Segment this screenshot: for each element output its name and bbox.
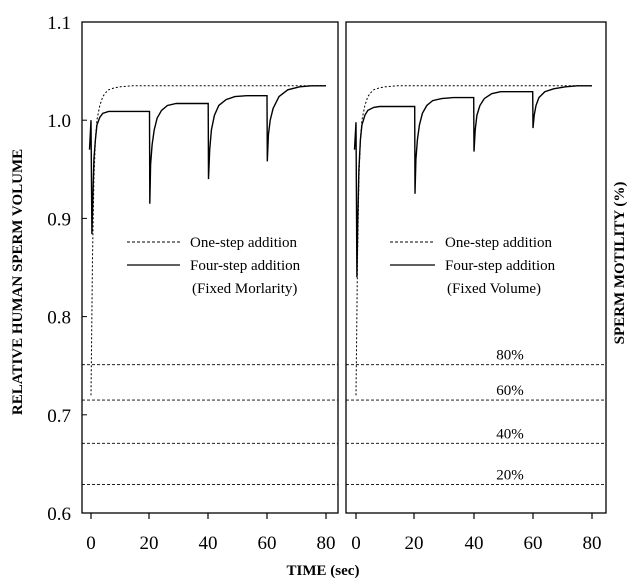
axis-ticks: 0.6 0.7 0.8 0.9 1.0 1.1 0 20 40 60 80 0 20 40 60 80 80% 6… bbox=[47, 13, 601, 554]
y-axis-title-right: SPERM MOTILITY (%) bbox=[612, 182, 628, 345]
y-tick-label: 1.1 bbox=[47, 13, 71, 34]
x-tick-label: 40 bbox=[465, 533, 484, 554]
x-tick-label: 60 bbox=[258, 533, 277, 554]
x-tick-label: 20 bbox=[140, 533, 159, 554]
y-axis-title-left: RELATIVE HUMAN SPERM VOLUME bbox=[10, 149, 26, 415]
left-panel-plot bbox=[82, 85, 338, 485]
y-tick-label: 0.9 bbox=[47, 209, 71, 230]
legend-entry: One-step addition bbox=[445, 235, 553, 251]
legends: One-step addition Four-step addition (Fixe… bbox=[127, 235, 556, 297]
y-tick-label: 1.0 bbox=[47, 111, 71, 132]
x-tick-label: 80 bbox=[317, 533, 336, 554]
x-tick-label: 0 bbox=[351, 533, 361, 554]
legend-entry: (Fixed Volume) bbox=[447, 281, 541, 297]
x-tick-label: 20 bbox=[405, 533, 424, 554]
legend-entry: (Fixed Morlarity) bbox=[192, 281, 297, 297]
y-tick-label: 0.7 bbox=[47, 406, 71, 427]
four-step-series-line bbox=[353, 85, 592, 278]
four-step-series-line bbox=[88, 85, 326, 235]
motility-level-label: 40% bbox=[496, 426, 524, 442]
x-axis-title: TIME (sec) bbox=[287, 563, 360, 579]
y-tick-label: 0.8 bbox=[47, 308, 71, 329]
x-tick-label: 0 bbox=[86, 533, 96, 554]
right-panel-frame bbox=[345, 21, 607, 514]
motility-level-label: 60% bbox=[496, 383, 524, 399]
x-tick-label: 40 bbox=[199, 533, 218, 554]
x-tick-label: 60 bbox=[524, 533, 543, 554]
legend-entry: Four-step addition bbox=[445, 258, 556, 274]
legend-entry: One-step addition bbox=[190, 235, 298, 251]
x-tick-label: 80 bbox=[583, 533, 602, 554]
right-panel-plot bbox=[346, 85, 606, 485]
left-panel-frame bbox=[81, 21, 339, 514]
y-tick-label: 0.6 bbox=[47, 504, 71, 525]
motility-level-label: 20% bbox=[496, 468, 524, 484]
legend-entry: Four-step addition bbox=[190, 258, 301, 274]
motility-level-label: 80% bbox=[496, 348, 524, 364]
